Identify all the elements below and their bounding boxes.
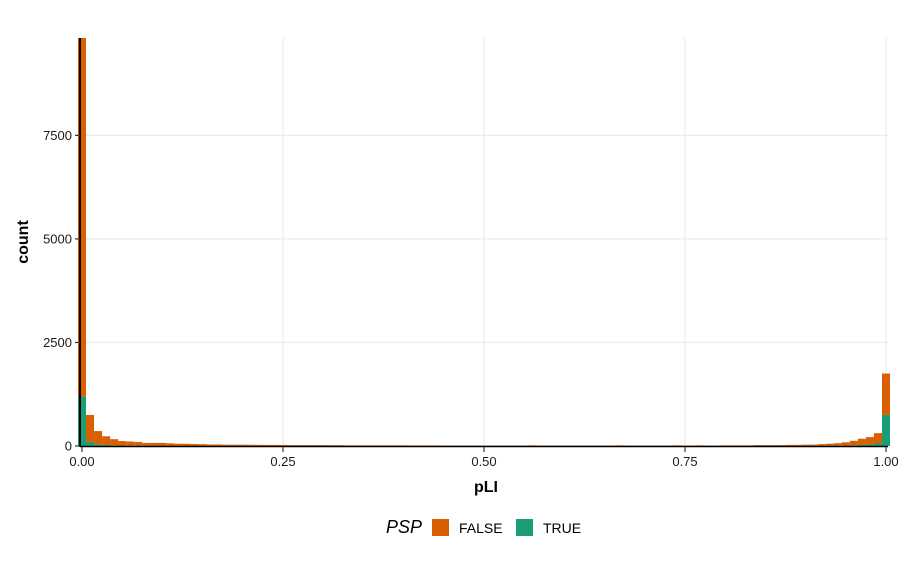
histogram-bar-false bbox=[881, 373, 891, 415]
histogram-bar-false bbox=[865, 437, 874, 445]
y-tick-label: 0 bbox=[65, 439, 72, 454]
histogram-bar-false bbox=[134, 442, 143, 446]
histogram-bar-true bbox=[86, 441, 95, 446]
histogram-bar-false bbox=[246, 444, 255, 446]
histogram-bar-false bbox=[174, 443, 183, 446]
legend-swatch-false bbox=[432, 519, 449, 536]
x-tick-label: 0.50 bbox=[471, 454, 496, 469]
histogram-bar-false bbox=[737, 445, 746, 446]
histogram-bar-false bbox=[753, 445, 762, 446]
histogram-bar-true bbox=[849, 445, 858, 446]
y-tick-label: 7500 bbox=[43, 128, 72, 143]
histogram-bar-true bbox=[873, 443, 882, 446]
histogram-bar-false bbox=[721, 445, 730, 446]
histogram-bar-false bbox=[857, 438, 866, 445]
legend-label-false: FALSE bbox=[459, 520, 503, 536]
grid-lines bbox=[81, 38, 888, 447]
histogram-bar-false bbox=[335, 445, 344, 446]
histogram-bar-false bbox=[303, 445, 312, 446]
histogram-bar-false bbox=[383, 445, 392, 446]
histogram-bar-true bbox=[881, 414, 891, 446]
y-tick-label: 2500 bbox=[43, 335, 72, 350]
legend-swatch-true bbox=[516, 519, 533, 536]
histogram-bar-false bbox=[319, 445, 328, 446]
histogram-bar-false bbox=[616, 445, 625, 446]
y-axis-title: count bbox=[15, 220, 32, 264]
histogram-bar-false bbox=[238, 444, 247, 446]
histogram-bar-false bbox=[230, 444, 239, 446]
histogram-bar-false bbox=[399, 445, 408, 446]
histogram-bar-false bbox=[761, 445, 770, 446]
histogram-bar-false bbox=[391, 445, 400, 446]
histogram-bar-false bbox=[729, 445, 738, 446]
x-tick-label: 0.00 bbox=[69, 454, 94, 469]
histogram-bar-false bbox=[817, 444, 826, 446]
histogram-bar-false bbox=[118, 441, 127, 446]
histogram-bar-false bbox=[849, 440, 858, 446]
histogram-bar-false bbox=[262, 444, 271, 446]
histogram-bar-false bbox=[351, 445, 360, 446]
legend-title: PSP bbox=[386, 517, 422, 537]
x-tick-label: 1.00 bbox=[873, 454, 898, 469]
histogram-bar-false bbox=[343, 445, 352, 446]
histogram-bar-false bbox=[295, 445, 304, 446]
histogram-bar-false bbox=[809, 444, 818, 446]
histogram-bar-false bbox=[198, 444, 207, 446]
histogram-bar-false bbox=[150, 442, 159, 446]
histogram-bar-false bbox=[825, 443, 834, 446]
histogram-bar-false bbox=[327, 445, 336, 446]
histogram-bar-true bbox=[865, 444, 874, 446]
histogram-bar-false bbox=[77, 38, 87, 397]
histogram-bar-false bbox=[697, 445, 706, 446]
histogram-bar-false bbox=[166, 443, 175, 446]
histogram-bar-false bbox=[873, 433, 882, 444]
histogram-bar-false bbox=[126, 441, 135, 446]
histogram-bar-false bbox=[182, 443, 191, 446]
histogram-bar-false bbox=[142, 442, 151, 446]
histogram-bar-false bbox=[158, 442, 167, 446]
histogram-bar-false bbox=[311, 445, 320, 446]
histogram-bar-false bbox=[785, 444, 794, 446]
histogram-bar-true bbox=[94, 444, 103, 446]
legend: PSP FALSE TRUE bbox=[386, 517, 581, 537]
histogram-bar-false bbox=[278, 445, 288, 446]
histogram-bar-false bbox=[110, 439, 119, 446]
legend-label-true: TRUE bbox=[543, 520, 581, 536]
histogram-bar-false bbox=[287, 445, 296, 446]
histogram-bar-false bbox=[801, 444, 810, 446]
histogram-bar-false bbox=[359, 445, 368, 446]
x-tick-label: 0.75 bbox=[672, 454, 697, 469]
histogram-bar-false bbox=[222, 444, 231, 446]
histogram-bar-false bbox=[254, 444, 263, 446]
histogram-bar-false bbox=[367, 445, 376, 446]
histogram-bar-false bbox=[270, 444, 279, 446]
histogram-bar-false bbox=[769, 445, 778, 446]
histogram-bar-false bbox=[793, 444, 802, 446]
y-tick-label: 5000 bbox=[43, 231, 72, 246]
x-axis-title: pLI bbox=[474, 479, 498, 496]
histogram-bar-false bbox=[190, 444, 199, 446]
histogram-bar-false bbox=[206, 444, 215, 446]
histogram-bar-false bbox=[745, 445, 754, 446]
histogram-bar-true bbox=[77, 396, 87, 446]
histogram-bar-false bbox=[777, 445, 786, 446]
axes: 0 2500 5000 7500 0.00 0.25 0.50 0.75 1.00 bbox=[43, 38, 899, 469]
histogram-bar-false bbox=[528, 445, 537, 446]
histogram-bar-true bbox=[857, 444, 866, 446]
histogram-bar-false bbox=[672, 445, 681, 446]
histogram-bar-false bbox=[102, 436, 111, 445]
histogram-bar-false bbox=[833, 443, 842, 446]
histogram-bar-false bbox=[94, 431, 103, 445]
histogram-bar-false bbox=[375, 445, 384, 446]
x-tick-label: 0.25 bbox=[270, 454, 295, 469]
histogram-bar-true bbox=[110, 445, 119, 446]
histogram-bar-false bbox=[214, 444, 223, 446]
histogram-bar-false bbox=[841, 442, 850, 446]
histogram-bar-true bbox=[102, 444, 111, 446]
histogram-bar-false bbox=[86, 414, 95, 442]
